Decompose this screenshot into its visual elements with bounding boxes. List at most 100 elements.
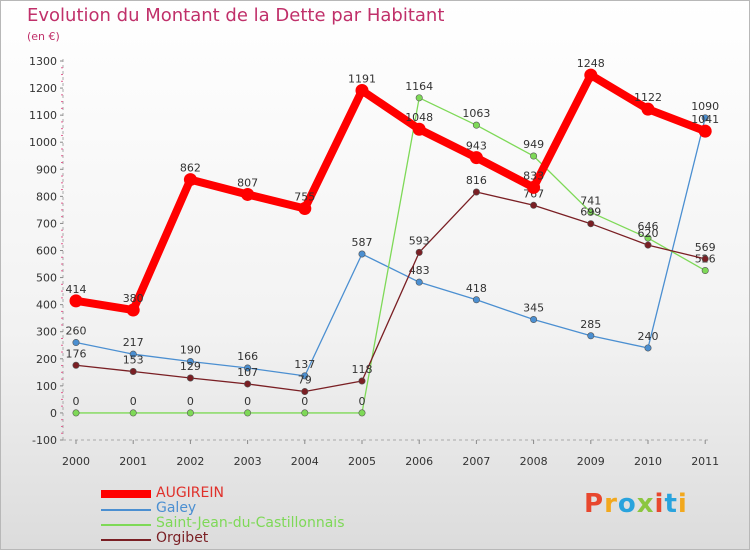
data-point-2 [72, 409, 80, 417]
data-point-3 [358, 377, 366, 385]
data-label-2: 741 [580, 194, 601, 207]
data-label-2: 0 [301, 395, 308, 408]
logo-letter: x [636, 489, 655, 519]
x-tick-label: 2002 [176, 455, 204, 468]
data-point-2 [358, 409, 366, 417]
data-point-2 [472, 121, 480, 129]
x-tick-label: 2003 [234, 455, 262, 468]
data-label-2: 0 [73, 395, 80, 408]
data-label-3: 569 [695, 241, 716, 254]
data-label-1: 587 [352, 236, 373, 249]
data-label-3: 620 [638, 227, 659, 240]
data-point-2 [701, 267, 709, 275]
data-point-0 [355, 84, 369, 98]
data-label-1: 285 [580, 318, 601, 331]
data-point-3 [587, 220, 595, 228]
data-point-3 [644, 241, 652, 249]
legend-swatch-saint-jean [101, 524, 151, 526]
logo-letter: i [677, 489, 688, 519]
legend-swatch-galey [101, 509, 151, 511]
data-label-2: 1063 [462, 107, 490, 120]
data-label-1: 260 [66, 325, 87, 338]
legend-label-galey: Galey [156, 500, 197, 516]
y-tick-label: 200 [36, 353, 57, 366]
data-label-0: 1191 [348, 73, 376, 86]
y-tick-label: 900 [36, 163, 57, 176]
logo-letter: o [617, 489, 637, 519]
series-line-0 [72, 71, 710, 315]
y-tick-label: 1000 [29, 136, 57, 149]
data-point-0 [183, 173, 197, 187]
x-tick-label: 2010 [634, 455, 662, 468]
data-label-1: 1090 [691, 100, 719, 113]
legend-label-augirein: AUGIREIN [156, 485, 224, 501]
logo-letter: t [664, 489, 678, 519]
legend-swatch-orgibet [101, 539, 151, 541]
y-tick-label: 700 [36, 217, 57, 230]
data-point-1 [587, 332, 595, 340]
y-tick-label: -100 [32, 434, 57, 447]
data-label-3: 153 [123, 354, 144, 367]
series-line-3 [75, 191, 706, 393]
data-point-3 [72, 361, 80, 369]
data-point-1 [472, 296, 480, 304]
data-label-3: 118 [352, 363, 373, 376]
data-point-2 [129, 409, 137, 417]
y-tick-label: 1100 [29, 109, 57, 122]
x-tick-label: 2000 [62, 455, 90, 468]
data-point-1 [701, 114, 709, 122]
data-point-0 [412, 122, 426, 136]
y-tick-label: 800 [36, 190, 57, 203]
y-tick-label: 400 [36, 299, 57, 312]
data-label-1: 217 [123, 336, 144, 349]
data-point-2 [244, 409, 252, 417]
y-tick-label: 1300 [29, 55, 57, 68]
data-label-2: 0 [130, 395, 137, 408]
data-label-3: 816 [466, 174, 487, 187]
y-tick-label: 500 [36, 272, 57, 285]
data-point-3 [186, 374, 194, 382]
data-point-1 [186, 357, 194, 365]
data-label-2: 0 [359, 395, 366, 408]
data-label-0: 807 [237, 176, 258, 189]
data-point-1 [301, 372, 309, 380]
data-point-3 [301, 388, 309, 396]
x-tick-label: 2004 [291, 455, 319, 468]
data-point-2 [644, 234, 652, 242]
data-point-3 [530, 201, 538, 209]
legend-label-orgibet: Orgibet [156, 530, 209, 546]
data-label-2: 0 [244, 395, 251, 408]
x-tick-label: 2001 [119, 455, 147, 468]
data-label-2: 949 [523, 138, 544, 151]
data-point-1 [72, 339, 80, 347]
data-label-1: 418 [466, 282, 487, 295]
x-tick-label: 2006 [405, 455, 433, 468]
logo-letter: r [604, 489, 618, 519]
data-label-0: 380 [123, 292, 144, 305]
x-tick-label: 2007 [462, 455, 490, 468]
proxiti-logo: Proxiti [584, 489, 688, 519]
data-point-0 [69, 294, 83, 308]
data-label-0: 414 [66, 283, 87, 296]
data-point-2 [530, 152, 538, 160]
data-point-3 [472, 188, 480, 196]
data-point-0 [698, 124, 712, 138]
data-label-0: 1048 [405, 111, 433, 124]
data-label-3: 176 [66, 347, 87, 360]
data-point-0 [241, 187, 255, 201]
data-point-3 [129, 368, 137, 376]
data-label-3: 593 [409, 234, 430, 247]
legend-label-saint-jean: Saint-Jean-du-Castillonnais [156, 515, 345, 531]
data-label-0: 1248 [577, 57, 605, 70]
x-tick-label: 2005 [348, 455, 376, 468]
data-label-1: 483 [409, 264, 430, 277]
data-label-1: 137 [294, 358, 315, 371]
data-label-2: 1164 [405, 80, 433, 93]
data-point-1 [644, 344, 652, 352]
x-tick-label: 2009 [577, 455, 605, 468]
data-point-0 [584, 68, 598, 82]
data-label-0: 833 [523, 169, 544, 182]
data-point-2 [301, 409, 309, 417]
y-tick-label: 1200 [29, 82, 57, 95]
